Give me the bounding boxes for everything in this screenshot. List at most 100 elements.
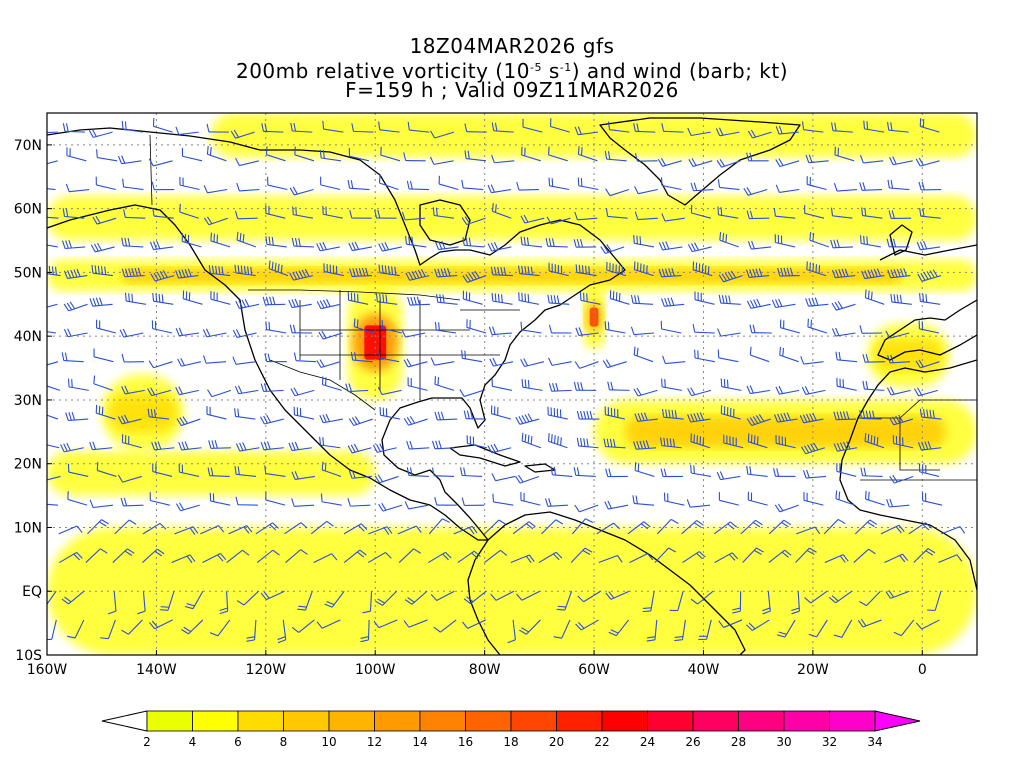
wind-barb bbox=[548, 357, 572, 366]
wind-barb bbox=[234, 210, 258, 220]
wind-barb bbox=[453, 525, 478, 535]
wind-barb bbox=[182, 290, 203, 305]
wind-barb bbox=[362, 591, 373, 614]
wind-barb bbox=[228, 525, 253, 535]
colorbar-label: 26 bbox=[685, 735, 700, 749]
wind-barb bbox=[264, 353, 287, 363]
wind-barb bbox=[234, 385, 259, 395]
vorticity-pacific-subtropical bbox=[47, 450, 376, 496]
wind-barb bbox=[149, 492, 170, 506]
wind-barb bbox=[718, 619, 743, 628]
wind-barb bbox=[152, 118, 173, 133]
wind-barb bbox=[360, 619, 370, 643]
wind-barb bbox=[265, 236, 287, 248]
wind-barb bbox=[860, 467, 883, 478]
colorbar-swatch bbox=[374, 710, 421, 732]
wind-barb bbox=[807, 318, 828, 334]
wind-barb bbox=[491, 154, 515, 164]
wind-barb bbox=[88, 129, 113, 138]
wind-barb bbox=[407, 296, 430, 306]
wind-barb bbox=[290, 122, 313, 133]
wind-barb bbox=[603, 438, 626, 449]
colorbar-over-arrow bbox=[874, 710, 921, 732]
wind-barb bbox=[796, 526, 821, 535]
wind-barb bbox=[547, 433, 568, 449]
wind-barb bbox=[690, 464, 712, 478]
wind-barb bbox=[291, 619, 315, 633]
wind-barb bbox=[803, 492, 824, 506]
colorbar-label: 20 bbox=[549, 735, 564, 749]
wind-barb bbox=[634, 153, 658, 162]
wind-barb bbox=[66, 147, 87, 162]
wind-barb bbox=[575, 264, 597, 277]
vorticity-pacific-low bbox=[101, 374, 184, 451]
wind-barb bbox=[662, 355, 686, 365]
wind-barb bbox=[633, 346, 654, 363]
wind-barb bbox=[518, 292, 539, 305]
wind-barb bbox=[605, 468, 628, 478]
wind-barb bbox=[487, 242, 512, 252]
lon-tick-label: 100W bbox=[355, 662, 396, 678]
wind-barb bbox=[859, 325, 883, 334]
wind-barb bbox=[515, 413, 540, 425]
wind-barb bbox=[633, 235, 655, 248]
wind-barb bbox=[690, 433, 711, 449]
wind-barb bbox=[203, 216, 228, 226]
wind-barb bbox=[407, 377, 428, 391]
wind-barb bbox=[686, 499, 711, 508]
wind-barb bbox=[604, 150, 627, 162]
colorbar-swatch bbox=[510, 710, 557, 732]
colorbar-swatch bbox=[556, 710, 603, 732]
wind-barb bbox=[47, 385, 61, 391]
wind-barb bbox=[179, 203, 199, 219]
wind-barb bbox=[461, 350, 483, 363]
wind-barb bbox=[434, 321, 457, 334]
title-line-1: 18Z04MAR2026 gfs bbox=[409, 34, 615, 58]
wind-barb bbox=[378, 174, 399, 191]
wind-barb bbox=[349, 209, 372, 219]
lon-tick-label: 40W bbox=[688, 662, 720, 678]
wind-barb bbox=[378, 242, 402, 252]
wind-barb bbox=[320, 176, 341, 191]
wind-barb bbox=[137, 591, 146, 615]
wind-barb bbox=[434, 376, 455, 391]
wind-barb bbox=[687, 387, 712, 397]
wind-barb bbox=[713, 521, 738, 535]
wind-barb bbox=[488, 326, 512, 336]
wind-barb bbox=[804, 205, 825, 219]
wind-barb bbox=[573, 382, 597, 391]
wind-barb bbox=[89, 441, 113, 451]
wind-barb bbox=[718, 270, 743, 283]
wind-barb bbox=[246, 619, 257, 642]
wind-barb bbox=[824, 554, 849, 564]
lon-tick-label: 0 bbox=[918, 662, 927, 678]
wind-barb bbox=[716, 158, 741, 168]
wind-barb bbox=[120, 497, 144, 507]
wind-barb bbox=[117, 474, 142, 483]
wind-barb bbox=[93, 348, 114, 363]
wind-barb bbox=[538, 551, 563, 564]
wind-barb bbox=[723, 434, 744, 449]
wind-barb bbox=[864, 433, 885, 449]
wind-barb bbox=[545, 237, 568, 248]
wind-barb bbox=[431, 440, 455, 450]
wind-barb bbox=[717, 206, 739, 219]
colorbar-label: 28 bbox=[731, 735, 746, 749]
wind-barb bbox=[718, 492, 739, 506]
wind-barb bbox=[646, 619, 658, 642]
wind-barb bbox=[290, 387, 315, 397]
wind-barb bbox=[151, 320, 173, 334]
wind-barb bbox=[859, 410, 882, 420]
wind-barb bbox=[806, 176, 827, 191]
wind-barb bbox=[833, 183, 858, 192]
wind-barb bbox=[265, 491, 286, 506]
wind-barb bbox=[658, 268, 682, 278]
wind-barb bbox=[833, 411, 857, 421]
wind-barb bbox=[830, 239, 853, 249]
colorbar-swatch bbox=[692, 710, 739, 732]
wind-barb bbox=[351, 123, 374, 133]
wind-barb bbox=[771, 298, 796, 309]
wind-barb bbox=[520, 492, 541, 506]
wind-barb bbox=[95, 319, 117, 334]
wind-barb bbox=[378, 264, 400, 277]
